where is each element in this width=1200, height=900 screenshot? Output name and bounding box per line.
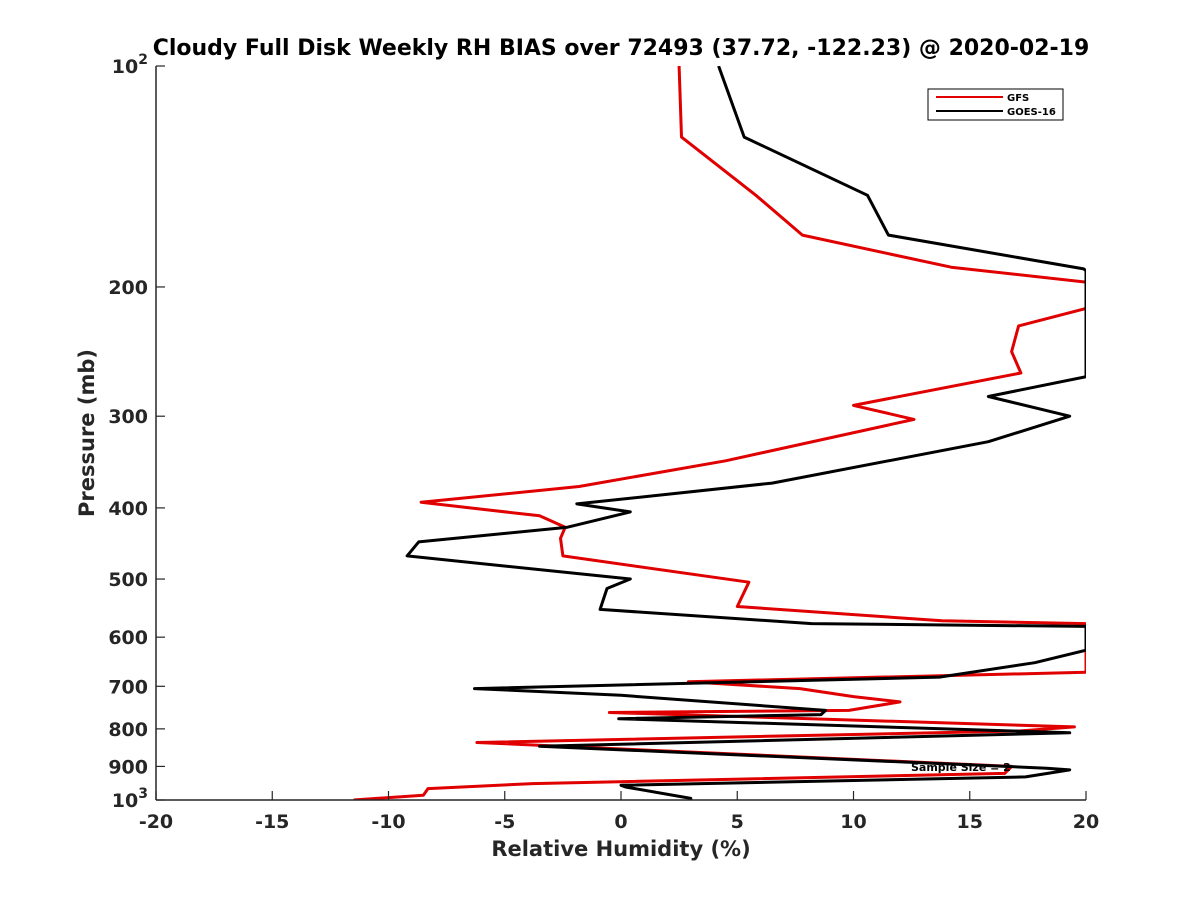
legend-box: [927, 88, 1064, 121]
x-tick-label: -5: [494, 811, 515, 833]
legend-label-goes16: GOES-16: [1007, 107, 1056, 118]
y-tick-label: 900: [108, 756, 148, 778]
sample-size-annotation: Sample Size = 2: [911, 761, 1011, 774]
x-ticks: -20 -15 -10 -5 0 5 10 15 20: [139, 791, 1099, 833]
legend-label-gfs: GFS: [1007, 93, 1029, 104]
series-layer: [353, 66, 1086, 800]
y-axis-label: Pressure (mb): [75, 349, 99, 517]
y-tick-label: 700: [108, 676, 148, 698]
series-line-goes16: [405, 66, 1086, 800]
x-tick-label: 20: [1073, 811, 1099, 833]
legend: GFS GOES-16: [927, 88, 1064, 121]
chart-title: Cloudy Full Disk Weekly RH BIAS over 724…: [153, 36, 1090, 61]
x-tick-label: 5: [731, 811, 744, 833]
y-tick-label: 500: [108, 569, 148, 591]
y-ticks: 102 200 300 400 500 600 700 800 900 103: [108, 52, 165, 812]
y-tick-label: 102: [112, 52, 148, 78]
y-tick-label: 103: [112, 786, 148, 812]
x-tick-label: 10: [840, 811, 866, 833]
y-tick-label: 800: [108, 719, 148, 741]
x-axis-label: Relative Humidity (%): [491, 837, 750, 861]
x-tick-label: 15: [957, 811, 983, 833]
y-tick-label: 400: [108, 498, 148, 520]
y-tick-label: 200: [108, 277, 148, 299]
y-tick-label: 300: [108, 406, 148, 428]
x-tick-label: -15: [255, 811, 289, 833]
x-tick-label: 0: [614, 811, 627, 833]
y-tick-label: 600: [108, 627, 148, 649]
x-tick-label: -20: [139, 811, 173, 833]
series-line-gfs: [353, 66, 1086, 800]
x-tick-label: -10: [371, 811, 405, 833]
